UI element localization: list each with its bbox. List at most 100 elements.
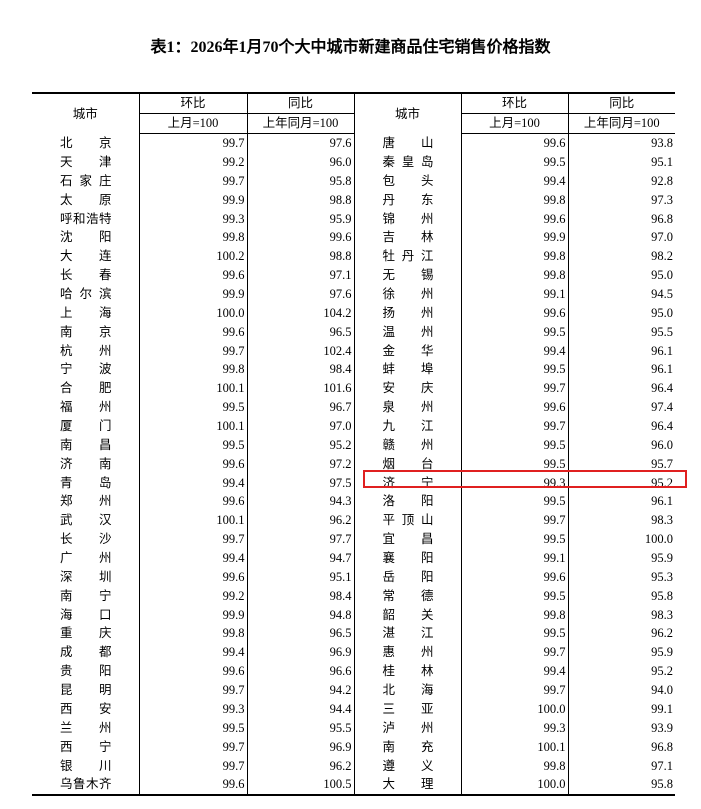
cell-mom-value: 99.5 xyxy=(138,397,247,417)
table-row: 西安 99.3 94.4 三亚 100.0 99.1 xyxy=(32,699,675,719)
cell-city: 泸州 xyxy=(354,718,461,737)
cell-mom-value: 99.6 xyxy=(460,567,568,587)
city-name: 西安 xyxy=(60,701,112,716)
city-name: 常德 xyxy=(382,588,434,603)
city-name: 长春 xyxy=(60,268,112,283)
cell-yoy-value: 94.8 xyxy=(246,605,355,625)
table-row: 长沙 99.7 97.7 宜昌 99.5 100.0 xyxy=(32,529,675,549)
cell-yoy-value: 95.0 xyxy=(567,265,675,285)
cell-yoy-value: 95.2 xyxy=(567,661,675,681)
cell-city: 昆明 xyxy=(32,681,139,700)
cell-yoy-value: 97.1 xyxy=(567,756,675,775)
cell-city: 南充 xyxy=(354,737,461,756)
cell-mom-value: 99.7 xyxy=(138,737,247,757)
city-name: 成都 xyxy=(60,645,112,660)
city-name: 金华 xyxy=(382,343,434,358)
cell-yoy-value: 96.8 xyxy=(567,209,675,229)
city-name: 太原 xyxy=(60,192,112,207)
cell-city: 烟台 xyxy=(354,454,461,473)
city-name: 桂林 xyxy=(382,664,434,679)
table-row: 重庆 99.8 96.5 湛江 99.5 96.2 xyxy=(32,624,675,643)
table-row: 厦门 100.1 97.0 九江 99.7 96.4 xyxy=(32,416,675,436)
city-name: 青岛 xyxy=(60,475,112,490)
cell-yoy-value: 95.0 xyxy=(567,303,675,323)
cell-mom-value: 99.6 xyxy=(138,492,247,511)
city-name: 九江 xyxy=(382,419,434,434)
cell-yoy-value: 98.4 xyxy=(246,586,355,606)
cell-mom-value: 99.8 xyxy=(460,190,568,210)
cell-mom-value: 99.8 xyxy=(138,360,247,379)
cell-yoy-value: 98.8 xyxy=(246,190,355,210)
cell-yoy-value: 97.0 xyxy=(567,228,675,247)
cell-yoy-value: 94.2 xyxy=(246,680,355,700)
city-name: 厦门 xyxy=(60,419,112,434)
cell-yoy-value: 97.5 xyxy=(246,473,355,493)
city-name: 秦皇岛 xyxy=(382,155,434,169)
cell-mom-value: 99.4 xyxy=(138,473,247,493)
header-subrow: 上月=100 上年同月=100 上月=100 上年同月=100 xyxy=(32,113,675,134)
cell-city: 深圳 xyxy=(32,567,139,586)
cell-mom-value: 99.5 xyxy=(138,435,247,455)
cell-mom-value: 99.8 xyxy=(138,624,247,643)
table-row: 昆明 99.7 94.2 北海 99.7 94.0 xyxy=(32,680,675,700)
cell-city: 宁波 xyxy=(32,360,139,379)
cell-mom-value: 99.6 xyxy=(460,133,568,153)
cell-yoy-value: 97.3 xyxy=(567,190,675,210)
price-index-table: 城市 环比 同比 城市 环比 同比 上月=100 上年同月=100 上月=100… xyxy=(32,91,675,796)
cell-city: 泉州 xyxy=(354,398,461,417)
cell-yoy-value: 100.5 xyxy=(246,774,355,796)
cell-yoy-value: 94.0 xyxy=(567,680,675,700)
cell-yoy-value: 97.4 xyxy=(567,397,675,417)
cell-yoy-value: 94.3 xyxy=(246,492,355,511)
cell-yoy-value: 94.4 xyxy=(246,699,355,719)
table-row: 长春 99.6 97.1 无锡 99.8 95.0 xyxy=(32,265,675,285)
cell-city: 丹东 xyxy=(354,190,461,209)
cell-mom-value: 99.5 xyxy=(460,492,568,511)
city-name: 韶关 xyxy=(382,607,434,622)
cell-city: 岳阳 xyxy=(354,567,461,586)
cell-yoy-value: 96.7 xyxy=(246,397,355,417)
cell-mom-value: 99.6 xyxy=(138,454,247,474)
cell-mom-value: 99.3 xyxy=(138,699,247,719)
cell-city: 南昌 xyxy=(32,435,139,454)
cell-yoy-value: 94.7 xyxy=(246,548,355,568)
city-name: 深圳 xyxy=(60,569,112,584)
table-row: 天津 99.2 96.0 秦皇岛 99.5 95.1 xyxy=(32,152,675,172)
cell-mom-value: 99.6 xyxy=(460,397,568,417)
table-row: 哈尔滨 99.9 97.6 徐州 99.1 94.5 xyxy=(32,284,675,304)
table-row: 上海 100.0 104.2 扬州 99.6 95.0 xyxy=(32,303,675,323)
cell-mom-value: 99.7 xyxy=(138,680,247,700)
city-name: 平顶山 xyxy=(382,513,434,528)
cell-mom-value: 99.9 xyxy=(138,190,247,210)
cell-yoy-value: 95.8 xyxy=(567,774,675,796)
cell-mom-value: 99.8 xyxy=(460,756,568,775)
cell-yoy-value: 96.9 xyxy=(246,737,355,757)
cell-mom-value: 99.5 xyxy=(460,360,568,379)
cell-mom-value: 99.5 xyxy=(138,718,247,738)
cell-city: 安庆 xyxy=(354,379,461,398)
cell-yoy-value: 96.4 xyxy=(567,416,675,436)
cell-yoy-value: 95.7 xyxy=(567,454,675,474)
cell-yoy-value: 97.1 xyxy=(246,265,355,285)
city-name: 上海 xyxy=(60,305,112,320)
cell-mom-value: 99.2 xyxy=(138,586,247,606)
cell-mom-value: 99.4 xyxy=(460,341,568,361)
cell-yoy-value: 101.6 xyxy=(246,378,355,398)
cell-city: 惠州 xyxy=(354,643,461,662)
cell-city: 济南 xyxy=(32,454,139,473)
cell-mom-value: 99.7 xyxy=(138,529,247,549)
table-row: 南昌 99.5 95.2 赣州 99.5 96.0 xyxy=(32,435,675,455)
cell-city: 重庆 xyxy=(32,624,139,643)
header-city: 城市 xyxy=(354,91,461,134)
cell-city: 南京 xyxy=(32,322,139,341)
cell-yoy-value: 95.2 xyxy=(246,435,355,455)
header-mom-base: 上月=100 xyxy=(460,113,568,134)
cell-city: 成都 xyxy=(32,643,139,662)
city-name: 赣州 xyxy=(382,437,434,452)
cell-yoy-value: 96.2 xyxy=(246,510,355,530)
cell-yoy-value: 96.8 xyxy=(567,737,675,757)
city-name: 蚌埠 xyxy=(382,362,434,377)
city-name: 哈尔滨 xyxy=(60,287,112,302)
city-name: 吉林 xyxy=(382,230,434,245)
city-name: 杭州 xyxy=(60,343,112,358)
